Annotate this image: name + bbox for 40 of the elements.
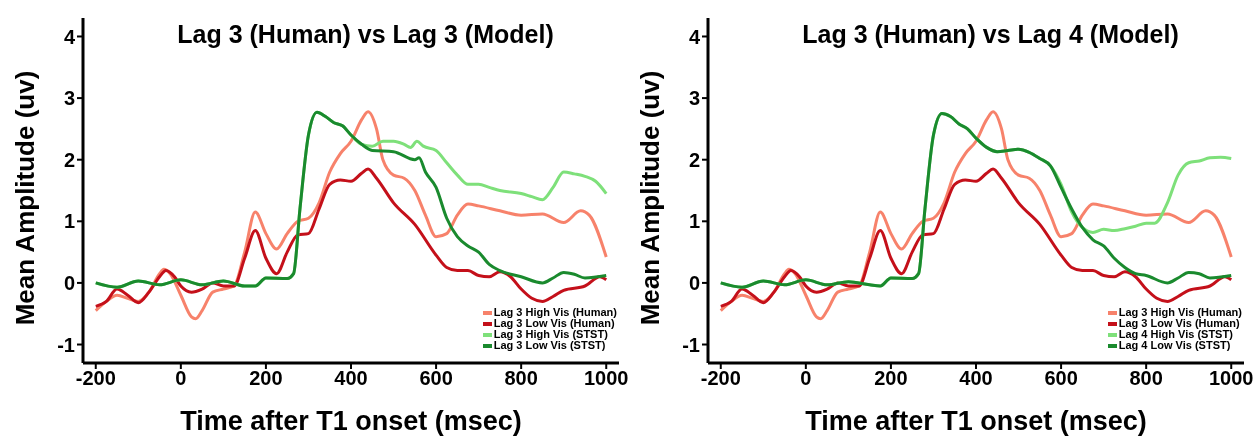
x-axis-title: Time after T1 onset (msec) [180,406,522,437]
legend-label: Lag 3 High Vis (STST) [493,328,608,340]
y-tick-label: 4 [63,25,76,48]
x-tick-label: 800 [1129,367,1163,390]
x-axis-title: Time after T1 onset (msec) [805,406,1147,437]
legend-label: Lag 3 High Vis (Human) [1118,306,1242,318]
y-tick-label: 2 [688,148,700,171]
x-tick-label: 200 [874,367,908,390]
x-tick-label: 600 [1044,367,1078,390]
chart-title: Lag 3 (Human) vs Lag 4 (Model) [801,20,1180,49]
x-tick-label: 600 [419,367,453,390]
y-tick-label: 0 [63,272,75,295]
y-tick-label: 1 [688,210,700,233]
y-tick-label: 2 [63,148,75,171]
y-tick-label: 4 [688,25,701,48]
y-axis-title: Mean Amplitude (uv) [635,70,665,326]
y-tick-label: 1 [63,210,75,233]
y-tick-label: -1 [682,333,700,356]
y-tick-label: 3 [688,87,700,110]
legend-label: Lag 3 Low Vis (Human) [1118,317,1240,329]
y-tick-label: -1 [57,333,75,356]
x-tick-label: 0 [800,367,812,390]
x-tick-label: -200 [700,367,741,390]
x-tick-label: 400 [334,367,368,390]
x-tick-label: 1000 [583,367,629,390]
y-axis-title: Mean Amplitude (uv) [10,70,40,326]
x-tick-label: 200 [249,367,283,390]
legend-label: Lag 3 Low Vis (Human) [493,317,615,329]
x-tick-label: 400 [959,367,993,390]
x-tick-label: 800 [504,367,538,390]
x-tick-label: 0 [175,367,187,390]
legend-label: Lag 3 Low Vis (STST) [493,339,606,351]
y-tick-label: 0 [688,272,700,295]
x-tick-label: -200 [75,367,116,390]
legend-label: Lag 4 Low Vis (STST) [1118,339,1231,351]
legend-label: Lag 3 High Vis (Human) [493,306,617,318]
chart-title: Lag 3 (Human) vs Lag 3 (Model) [176,20,555,49]
y-tick-label: 3 [63,87,75,110]
x-tick-label: 1000 [1208,367,1254,390]
legend-label: Lag 4 High Vis (STST) [1118,328,1233,340]
